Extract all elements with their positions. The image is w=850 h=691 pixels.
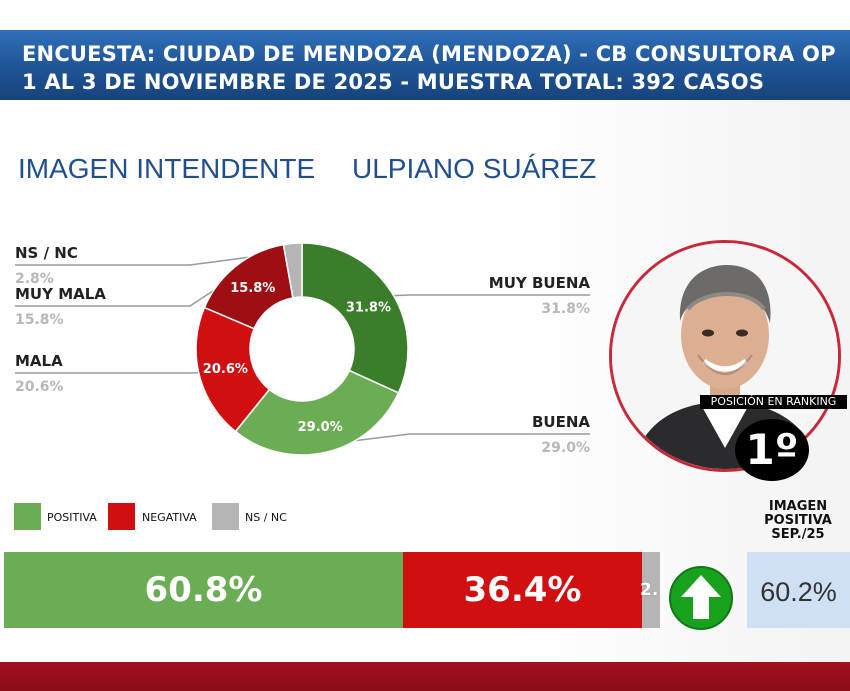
arrow-up-icon [669,566,733,630]
bar-segment-negativa: 36.4% [403,552,642,628]
ranking-label: POSICIÓN EN RANKING [700,395,847,409]
legend-item-nsnc: NS / NC [212,503,312,531]
legend-swatch-positiva [14,503,41,530]
bar-segment-label: 60.8% [144,570,263,610]
top-band [0,0,850,30]
donut-slice-label: 20.6% [203,362,248,377]
donut-slice-buena [234,369,400,456]
category-name: MUY MALA [15,285,106,303]
donut-slice-label: 31.8% [346,300,391,315]
bar-segment-label: 36.4% [463,570,582,610]
previous-positive-title: IMAGEN POSITIVA SEP./25 [764,499,832,542]
candidate-name: ULPIANO SUÁREZ [352,153,597,184]
category-value: 29.0% [541,440,590,456]
legend-swatch-nsnc [212,503,239,530]
legend-item-negativa: NEGATIVA [108,503,208,531]
bar-segment-label: 2.8% [640,580,658,600]
donut-slice-muy-buena [301,242,409,394]
previous-positive-value: 60.2% [747,552,850,628]
legend-swatch-negativa [108,503,135,530]
header-line-2: 1 AL 3 DE NOVIEMBRE DE 2025 - MUESTRA TO… [22,70,765,94]
category-name: MUY BUENA [489,274,591,292]
category-name: NS / NC [15,244,78,262]
category-value: 31.8% [541,301,590,317]
candidate-photo [609,240,841,472]
chart-title: IMAGEN INTENDENTE [18,153,316,184]
category-name: BUENA [532,413,590,431]
category-value: 15.8% [15,312,64,328]
legend-label-negativa: NEGATIVA [142,511,197,524]
footer-band [0,662,850,691]
header-banner: ENCUESTA: CIUDAD DE MENDOZA (MENDOZA) - … [0,30,850,100]
bar-segment-ns-nc: 2.8% [640,552,660,628]
bar-segment-positiva: 60.8% [4,552,403,628]
legend-item-positiva: POSITIVA [14,503,114,531]
donut-slice-ns-nc [282,242,303,299]
donut-slice-label: 29.0% [298,420,343,435]
donut-chart: 31.8% 29.0% 20.6% 15.8% NS / NC 2.8%MUY MALA… [15,242,591,456]
legend-label-nsnc: NS / NC [245,511,287,524]
ranking-badge: 1º [735,419,809,481]
donut-slice-label: 15.8% [230,281,275,296]
category-value: 2.8% [15,271,54,287]
header-line-1: ENCUESTA: CIUDAD DE MENDOZA (MENDOZA) - … [22,42,836,66]
leader-line [384,294,590,297]
legend-label-positiva: POSITIVA [47,511,97,524]
category-name: MALA [15,352,63,370]
category-value: 20.6% [15,379,64,395]
